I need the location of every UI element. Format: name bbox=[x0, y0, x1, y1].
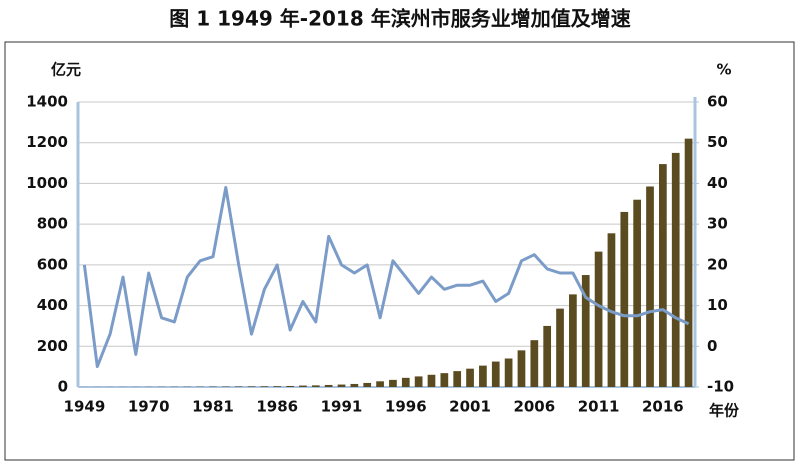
bar bbox=[247, 386, 256, 387]
x-tick-label: 1986 bbox=[256, 398, 298, 416]
bar bbox=[414, 376, 423, 387]
bar bbox=[556, 308, 564, 387]
line bbox=[82, 186, 690, 369]
bar bbox=[569, 294, 577, 387]
bar bbox=[260, 386, 269, 387]
bar bbox=[581, 275, 590, 387]
bar bbox=[466, 368, 474, 387]
bar bbox=[350, 383, 359, 387]
x-tick-label: 1981 bbox=[192, 398, 234, 416]
chart-title: 图 1 1949 年-2018 年滨州市服务业增加值及增速 bbox=[169, 7, 630, 31]
bar bbox=[286, 385, 294, 387]
bar bbox=[389, 379, 397, 387]
bar bbox=[543, 325, 552, 387]
bar bbox=[311, 385, 320, 387]
bar bbox=[273, 386, 282, 387]
x-tick-label: 2011 bbox=[578, 398, 620, 416]
bar bbox=[620, 211, 629, 387]
bar bbox=[337, 384, 346, 387]
bar bbox=[491, 361, 500, 387]
bar bbox=[427, 374, 436, 387]
chart-frame bbox=[4, 41, 795, 461]
bar bbox=[324, 384, 333, 387]
bar bbox=[504, 358, 513, 387]
x-tick-label: 1991 bbox=[321, 398, 363, 416]
y2-axis-label: % bbox=[716, 61, 731, 79]
y-tick-label: 200 bbox=[37, 337, 68, 355]
bar bbox=[234, 386, 243, 387]
x-tick-label: 1996 bbox=[385, 398, 427, 416]
bar bbox=[299, 385, 307, 387]
x-axis-label: 年份 bbox=[709, 402, 740, 420]
bar bbox=[646, 186, 654, 387]
bar bbox=[401, 377, 410, 387]
bar bbox=[479, 365, 487, 387]
bar bbox=[453, 371, 462, 387]
y-tick-label: 1400 bbox=[26, 93, 68, 111]
bar bbox=[530, 340, 539, 387]
x-tick-label: 2016 bbox=[642, 398, 684, 416]
bar bbox=[659, 164, 667, 387]
bar bbox=[440, 373, 449, 387]
bar bbox=[517, 350, 526, 387]
y2-tick-label: 30 bbox=[707, 215, 728, 233]
bar bbox=[684, 138, 693, 387]
x-tick-label: 1949 bbox=[64, 398, 106, 416]
x-tick-label: 1970 bbox=[128, 398, 170, 416]
bar bbox=[363, 382, 372, 387]
x-tick-label: 2006 bbox=[513, 398, 555, 416]
y2-tick-label: 40 bbox=[707, 174, 728, 192]
y-tick-label: 400 bbox=[37, 296, 68, 314]
y2-tick-label: 60 bbox=[707, 93, 728, 111]
y2-tick-label: -10 bbox=[707, 378, 734, 396]
bar bbox=[633, 199, 642, 387]
y2-tick-label: 20 bbox=[707, 255, 728, 273]
y-tick-label: 600 bbox=[37, 255, 68, 273]
y2-tick-label: 50 bbox=[707, 133, 728, 151]
y-tick-label: 1000 bbox=[26, 174, 68, 192]
x-tick-label: 2001 bbox=[449, 398, 491, 416]
bar bbox=[671, 152, 680, 387]
y-tick-label: 0 bbox=[58, 378, 68, 396]
y-tick-label: 800 bbox=[37, 215, 68, 233]
y-tick-label: 1200 bbox=[26, 133, 68, 151]
bar bbox=[594, 251, 603, 387]
y2-tick-label: 10 bbox=[707, 296, 728, 314]
y2-tick-label: 0 bbox=[707, 337, 717, 355]
bar bbox=[376, 381, 384, 387]
y-axis-label: 亿元 bbox=[51, 61, 81, 79]
